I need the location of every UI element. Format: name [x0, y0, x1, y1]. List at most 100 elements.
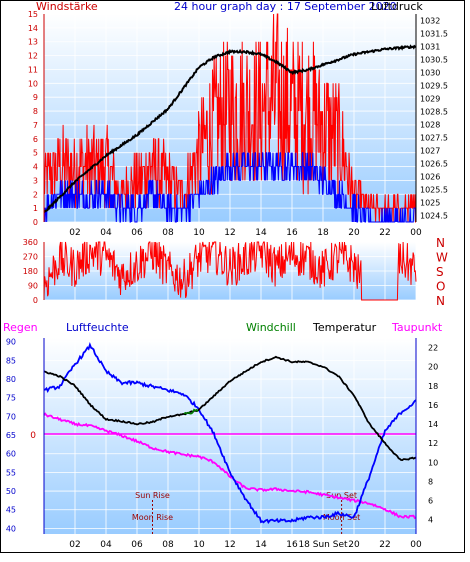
header-title: 24 hour graph day : 17 September 2020	[174, 0, 397, 13]
panel3-x-tick-label: 14	[255, 540, 267, 550]
panel3-x-tick-label: 16	[286, 540, 298, 550]
panel2-compass-label: O	[436, 280, 445, 294]
panel2-compass-label: S	[436, 265, 444, 279]
panel1-y-tick-label: 0	[33, 218, 38, 227]
panel3-y2-tick-label: 6	[428, 497, 433, 506]
panel3-y-tick-label: 45	[6, 506, 16, 515]
panel1-y-tick-label: 2	[33, 190, 38, 199]
panel3-y2-tick-label: 18	[428, 382, 438, 391]
panel3-x-tick-label: 12	[224, 540, 235, 550]
header-left-label: Windstärke	[36, 0, 98, 13]
panel2-compass-label: W	[436, 251, 448, 265]
panel1-x-labels: 02 04 06 08 10 12 14 16 18 20 22 00	[69, 228, 422, 238]
header-right-label: Luftdruck	[371, 0, 423, 13]
panel3-x-tick-label: 02	[69, 540, 80, 550]
panel1-x-tick-label: 08	[162, 228, 174, 238]
legend-luftfeuchte: Luftfeuchte	[66, 321, 129, 334]
panel2-y-tick-label: 90	[28, 282, 38, 291]
panel1-y-tick-label: 6	[33, 135, 38, 144]
panel3-x-tick-label: 06	[131, 540, 143, 550]
panel1-x-tick-label: 14	[255, 228, 267, 238]
panel3-y2-tick-label: 22	[428, 344, 438, 353]
panel2-y-tick-label: 180	[23, 267, 38, 276]
panel1-x-tick-label: 02	[69, 228, 80, 238]
astro-annotation-label: Sun Set	[326, 491, 357, 500]
panel1-y2-tick-label: 1031.5	[420, 30, 448, 39]
panel2-compass-label: N	[436, 236, 445, 250]
panel3-y2-tick-label: 4	[428, 516, 433, 525]
panel1-x-tick-label: 16	[286, 228, 298, 238]
panel1-y2-tick-label: 1026	[420, 173, 440, 182]
panel1-y-tick-label: 5	[33, 149, 38, 158]
panel3-y-tick-label: 50	[6, 487, 16, 496]
panel3-marks	[43, 341, 417, 524]
panel3-y-labels: 40 45 50 55 60 65 70 75 80 85 90	[6, 338, 16, 534]
panel1-y2-tick-label: 1027	[420, 147, 440, 156]
legend-temperatur: Temperatur	[312, 321, 377, 334]
panel3-x-tick-label: 22	[379, 540, 390, 550]
panel1-x-tick-label: 20	[348, 228, 360, 238]
panel1-y-tick-label: 9	[33, 93, 38, 102]
panel3-y-tick-label: 70	[6, 412, 16, 421]
pressure-series	[43, 44, 417, 214]
panel1-y-tick-label: 14	[28, 24, 38, 33]
outer-frame	[0, 0, 465, 553]
panel3-y2-labels: 4 6 8 10 12 14 16 18 20 22	[428, 344, 438, 525]
panel1-x-tick-label: 18	[317, 228, 329, 238]
wind-direction-series	[43, 241, 417, 301]
panel3-x-tick-label: 08	[162, 540, 174, 550]
windchill-series	[183, 408, 199, 415]
temperature-series	[43, 355, 417, 462]
panel3-x-tick-label: 18 Sun Set	[298, 540, 348, 550]
panel3-y2-tick-label: 14	[428, 420, 438, 429]
panel2-y-tick-label: 0	[33, 296, 38, 305]
panel3-x-tick-label: 00	[410, 540, 422, 550]
panel2-y-labels: 0 90 180 270 360	[23, 238, 38, 305]
panel3-y-tick-label: 55	[6, 468, 16, 477]
panel3-y-tick-label: 65	[6, 431, 16, 440]
legend-regen: Regen	[3, 321, 38, 334]
rain-axis-label: 0	[30, 431, 36, 441]
panel1-y2-tick-label: 1025	[420, 199, 440, 208]
panel1-x-tick-label: 22	[379, 228, 390, 238]
panel3-y-tick-label: 85	[6, 356, 16, 365]
panel1-y2-tick-label: 1026.5	[420, 160, 448, 169]
panel1-y-tick-label: 10	[28, 79, 38, 88]
panel1-y2-tick-label: 1029.5	[420, 82, 448, 91]
humidity-series	[43, 341, 417, 524]
panel1-y-tick-label: 8	[33, 107, 38, 116]
panel3-x-labels: 02 04 06 08 10 12 14 16 18 Sun Set 20 22 00	[69, 540, 422, 550]
panel3-y-tick-label: 80	[6, 375, 16, 384]
panel1-x-tick-label: 00	[410, 228, 422, 238]
panel1-y-tick-label: 3	[33, 176, 38, 185]
panel1-y2-tick-label: 1027.5	[420, 134, 448, 143]
panel1-y-tick-label: 4	[33, 163, 38, 172]
panel3-y-tick-label: 75	[6, 394, 16, 403]
astro-annotation-label: Sun Rise	[135, 491, 170, 500]
panel1-y2-labels: 1024.5 1025 1025.5 1026 1026.5 1027 1027.5 1028…	[420, 17, 448, 221]
panel1-y-tick-label: 11	[28, 65, 38, 74]
panel3-x-tick-label: 10	[193, 540, 205, 550]
dewpoint-series	[43, 412, 417, 520]
panel1-y-tick-label: 13	[28, 38, 38, 47]
panel1-x-tick-label: 06	[131, 228, 143, 238]
panel1-y2-tick-label: 1030.5	[420, 56, 448, 65]
panel1-y2-tick-label: 1029	[420, 95, 440, 104]
panel1-marks	[43, 13, 417, 223]
wind-avg-series	[44, 152, 417, 223]
panel3-x-tick-label: 04	[100, 540, 112, 550]
panel1-y2-tick-label: 1028.5	[420, 108, 448, 117]
panel2-y-tick-label: 270	[23, 253, 38, 262]
panel1-y-tick-label: 1	[33, 204, 38, 213]
panel1-y-tick-label: 7	[33, 121, 38, 130]
panel2-y-tick-label: 360	[23, 238, 38, 247]
panel1-x-tick-label: 10	[193, 228, 205, 238]
panel3-y2-tick-label: 20	[428, 363, 438, 372]
panel1-y2-tick-label: 1025.5	[420, 186, 448, 195]
panel1-y-tick-label: 12	[28, 52, 38, 61]
panel1-x-tick-label: 12	[224, 228, 235, 238]
panel3-y2-tick-label: 16	[428, 401, 438, 410]
